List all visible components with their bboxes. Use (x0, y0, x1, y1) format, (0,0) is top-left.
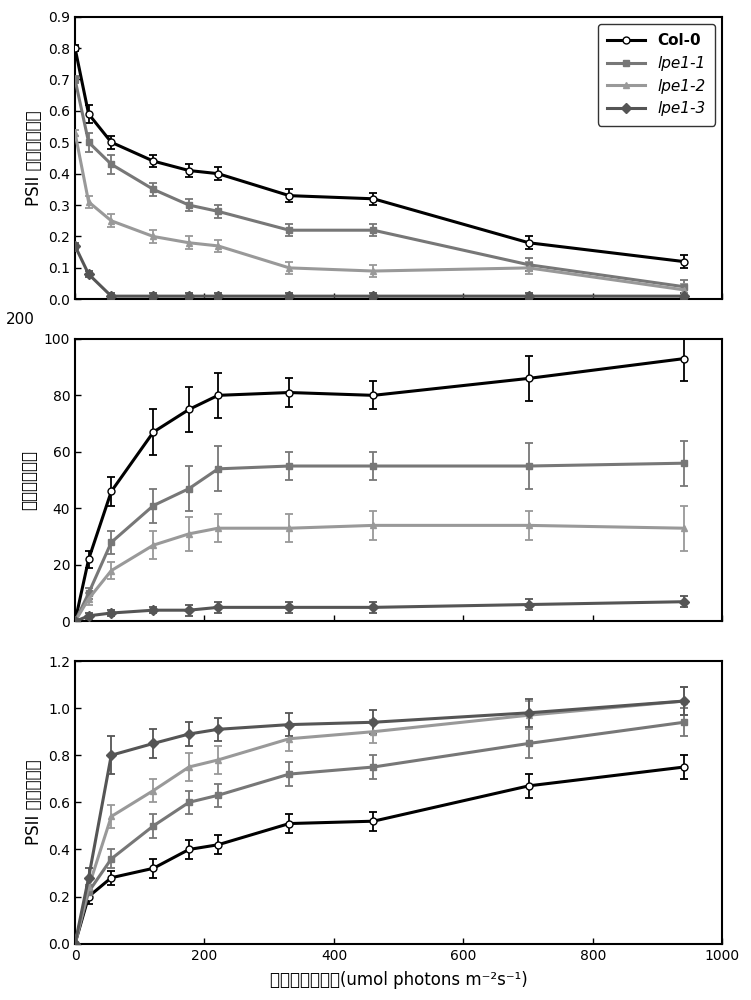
Y-axis label: PSII 的闭合程度: PSII 的闭合程度 (25, 760, 43, 845)
Legend: Col-0, lpe1-1, lpe1-2, lpe1-3: Col-0, lpe1-1, lpe1-2, lpe1-3 (598, 24, 715, 125)
Text: 200: 200 (5, 312, 35, 327)
Y-axis label: PSII 有效量子产量: PSII 有效量子产量 (25, 110, 43, 206)
Y-axis label: 电子传递速率: 电子传递速率 (20, 450, 38, 510)
X-axis label: 光量子通量密度(umol photons m⁻²s⁻¹): 光量子通量密度(umol photons m⁻²s⁻¹) (270, 971, 527, 989)
